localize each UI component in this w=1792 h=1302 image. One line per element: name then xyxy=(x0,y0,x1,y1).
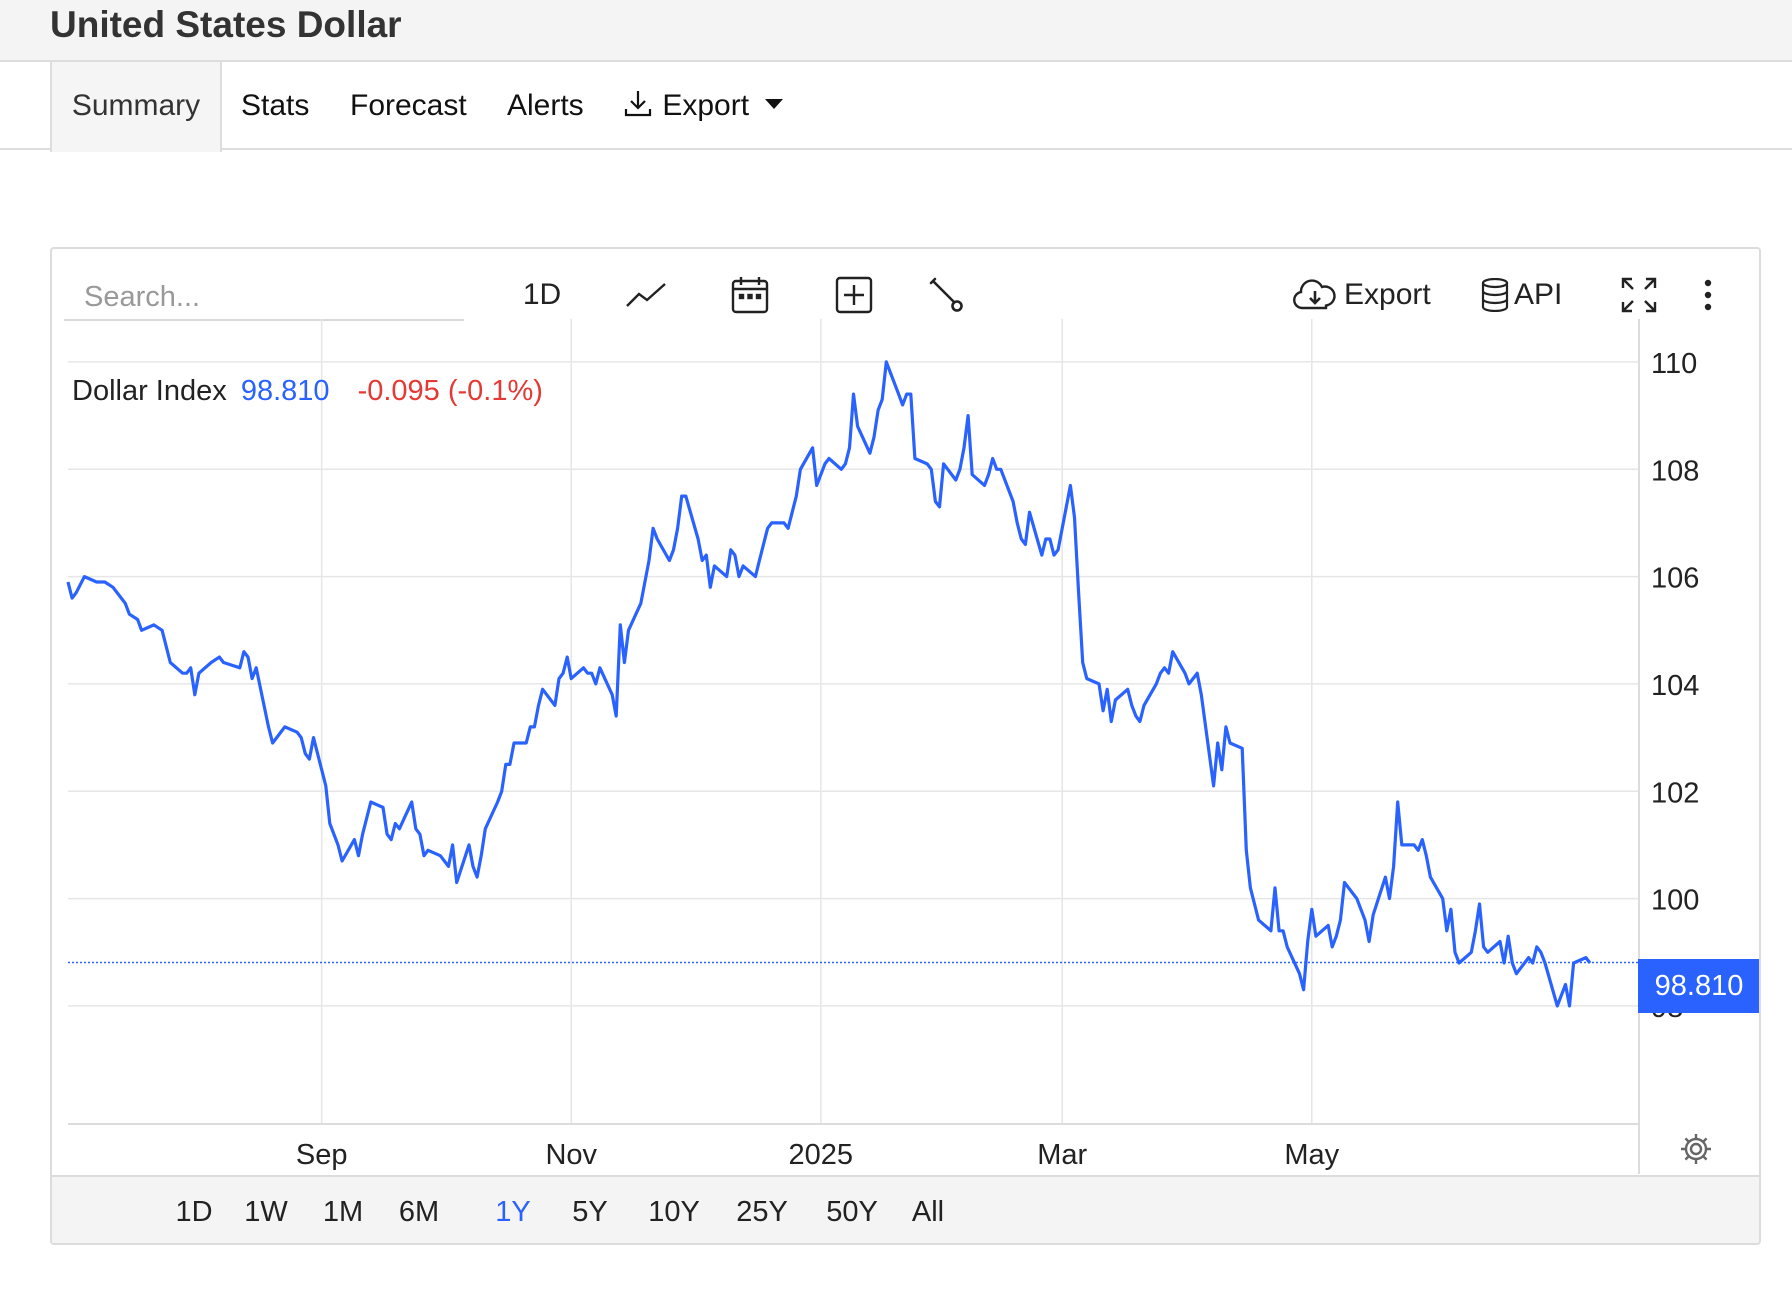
tools-button[interactable] xyxy=(920,267,972,323)
range-25y[interactable]: 25Y xyxy=(736,1196,788,1228)
tab-forecast[interactable]: Forecast xyxy=(350,89,467,122)
legend-series-name: Dollar Index xyxy=(72,375,227,407)
x-tick-label: Sep xyxy=(296,1139,348,1171)
tab-export[interactable]: Export xyxy=(622,62,784,150)
y-tick-label: 100 xyxy=(1651,885,1699,917)
range-all[interactable]: All xyxy=(911,1196,945,1228)
y-tick-label: 104 xyxy=(1651,670,1699,702)
y-tick-label: 108 xyxy=(1651,455,1699,487)
price-chart[interactable]: SepNov2025MarMay98100102104106108110 xyxy=(52,249,1761,1175)
range-6m[interactable]: 6M xyxy=(398,1196,440,1228)
tab-summary[interactable]: Summary xyxy=(50,62,222,152)
plus-box-icon xyxy=(835,276,873,314)
interval-button[interactable]: 1D xyxy=(522,278,562,311)
range-1y[interactable]: 1Y xyxy=(477,1177,549,1243)
range-5y[interactable]: 5Y xyxy=(572,1196,608,1228)
export-button-label: Export xyxy=(1344,278,1431,311)
chevron-down-icon xyxy=(765,99,784,109)
api-button[interactable]: API xyxy=(1480,267,1572,323)
range-selector: 1D 1W 1M 6M 1Y 5Y 10Y 25Y 50Y All xyxy=(52,1175,1759,1243)
last-price-tag: 98.810 xyxy=(1638,959,1759,1013)
cloud-download-icon xyxy=(1292,278,1338,312)
api-button-label: API xyxy=(1514,278,1563,311)
calendar-button[interactable] xyxy=(724,267,776,323)
page-title: United States Dollar xyxy=(50,4,402,45)
header-bar: United States Dollar xyxy=(0,0,1792,62)
x-tick-label: Mar xyxy=(1037,1139,1087,1171)
y-tick-label: 106 xyxy=(1651,563,1699,595)
series-line-dollar-index xyxy=(66,360,1592,1008)
x-tick-label: 2025 xyxy=(789,1139,854,1171)
search-input[interactable] xyxy=(64,275,464,321)
compare-button[interactable] xyxy=(828,267,880,323)
legend-value: 98.810 xyxy=(240,375,330,407)
tab-export-label: Export xyxy=(662,89,750,122)
range-10y[interactable]: 10Y xyxy=(648,1196,700,1228)
more-vertical-icon xyxy=(1703,278,1713,312)
range-50y[interactable]: 50Y xyxy=(826,1196,878,1228)
chart-type-button[interactable] xyxy=(620,267,672,323)
database-icon xyxy=(1480,278,1510,312)
tab-alerts[interactable]: Alerts xyxy=(507,89,584,122)
wrench-icon xyxy=(928,277,964,313)
gear-icon xyxy=(1678,1134,1714,1171)
tab-stats[interactable]: Stats xyxy=(241,89,310,122)
download-icon xyxy=(622,66,654,117)
calendar-icon xyxy=(730,275,770,315)
y-tick-label: 110 xyxy=(1651,348,1697,380)
line-chart-icon xyxy=(625,280,667,310)
fullscreen-button[interactable] xyxy=(1614,267,1664,323)
tabs-bar: Summary Stats Forecast Alerts Export xyxy=(0,62,1792,152)
export-button[interactable]: Export xyxy=(1292,267,1472,323)
chart-legend: Dollar Index 98.810 -0.095 (-0.1%) xyxy=(72,375,543,408)
legend-change: -0.095 (-0.1%) xyxy=(357,375,543,407)
chart-settings-button[interactable] xyxy=(1678,1131,1714,1167)
y-tick-label: 102 xyxy=(1651,777,1699,809)
chart-panel: 1D Export API xyxy=(50,247,1761,1245)
more-button[interactable] xyxy=(1688,267,1728,323)
x-tick-label: Nov xyxy=(545,1139,597,1171)
fullscreen-icon xyxy=(1620,276,1658,314)
x-tick-label: May xyxy=(1284,1139,1339,1171)
range-1m[interactable]: 1M xyxy=(322,1196,364,1228)
range-1w[interactable]: 1W xyxy=(244,1196,288,1228)
range-1d[interactable]: 1D xyxy=(175,1196,213,1228)
